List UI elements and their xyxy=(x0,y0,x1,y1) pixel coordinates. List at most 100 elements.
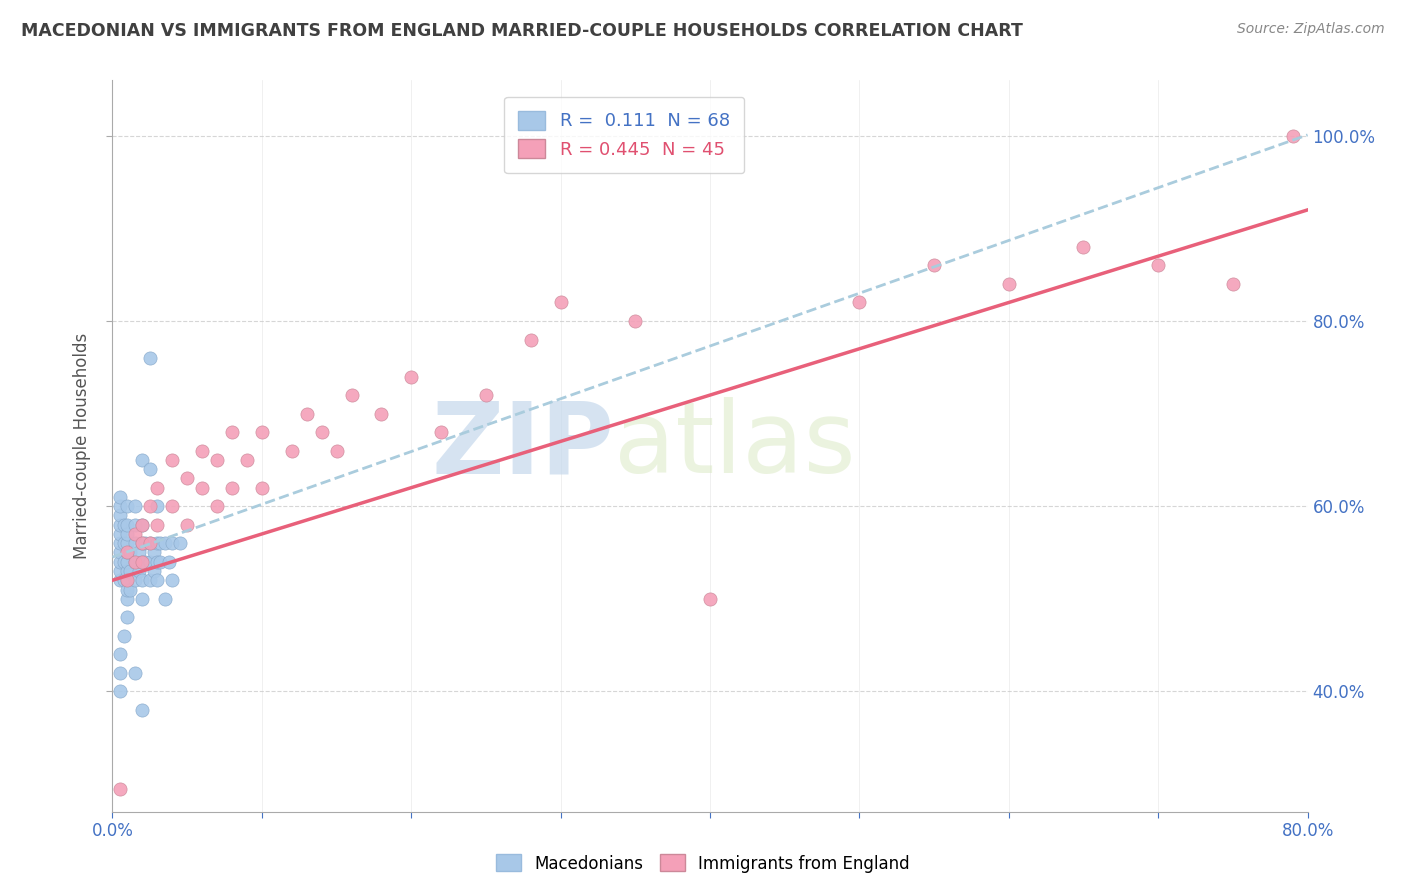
Point xyxy=(120,545,142,559)
Point xyxy=(117,582,139,597)
Text: ZIP: ZIP xyxy=(432,398,614,494)
Point xyxy=(550,295,572,310)
Point xyxy=(139,499,162,513)
Point xyxy=(143,564,166,578)
Point xyxy=(117,574,139,588)
Point xyxy=(153,536,176,550)
Point xyxy=(1222,277,1244,291)
Point xyxy=(108,527,131,541)
Point xyxy=(1281,128,1303,143)
Point xyxy=(146,555,169,569)
Point xyxy=(117,555,139,569)
Point xyxy=(124,574,146,588)
Point xyxy=(221,481,243,495)
Point xyxy=(108,684,131,698)
Point xyxy=(124,499,146,513)
Point xyxy=(169,536,191,550)
Point xyxy=(176,471,198,485)
Point xyxy=(205,453,228,467)
Point xyxy=(124,517,146,532)
Point xyxy=(139,555,162,569)
Point xyxy=(108,555,131,569)
Point xyxy=(325,443,347,458)
Point xyxy=(134,536,156,550)
Point xyxy=(114,536,135,550)
Point xyxy=(131,591,153,606)
Point xyxy=(149,536,172,550)
Point xyxy=(124,536,146,550)
Point xyxy=(191,443,214,458)
Point xyxy=(120,564,142,578)
Point xyxy=(134,555,156,569)
Point xyxy=(124,555,146,569)
Point xyxy=(117,591,139,606)
Point xyxy=(117,610,139,624)
Point xyxy=(475,388,498,402)
Point xyxy=(191,481,214,495)
Point xyxy=(162,574,183,588)
Point xyxy=(922,259,945,273)
Point xyxy=(295,407,318,421)
Point xyxy=(311,425,333,439)
Point xyxy=(139,351,162,365)
Point xyxy=(131,517,153,532)
Point xyxy=(143,545,166,559)
Point xyxy=(250,425,273,439)
Point xyxy=(139,574,162,588)
Point xyxy=(205,499,228,513)
Point xyxy=(146,481,169,495)
Point xyxy=(108,490,131,504)
Point xyxy=(848,295,870,310)
Point xyxy=(108,574,131,588)
Point xyxy=(162,453,183,467)
Legend: R =  0.111  N = 68, R = 0.445  N = 45: R = 0.111 N = 68, R = 0.445 N = 45 xyxy=(503,96,745,173)
Point xyxy=(146,517,169,532)
Point xyxy=(117,545,139,559)
Point xyxy=(124,665,146,680)
Point xyxy=(624,314,647,328)
Point xyxy=(370,407,392,421)
Point xyxy=(108,564,131,578)
Point xyxy=(131,453,153,467)
Text: MACEDONIAN VS IMMIGRANTS FROM ENGLAND MARRIED-COUPLE HOUSEHOLDS CORRELATION CHAR: MACEDONIAN VS IMMIGRANTS FROM ENGLAND MA… xyxy=(21,22,1024,40)
Legend: Macedonians, Immigrants from England: Macedonians, Immigrants from England xyxy=(489,847,917,880)
Point xyxy=(430,425,453,439)
Point xyxy=(157,555,180,569)
Point xyxy=(1073,240,1095,254)
Point xyxy=(520,333,543,347)
Point xyxy=(108,536,131,550)
Point xyxy=(108,517,131,532)
Point xyxy=(114,555,135,569)
Point xyxy=(114,517,135,532)
Point xyxy=(139,536,162,550)
Point xyxy=(221,425,243,439)
Point xyxy=(128,564,150,578)
Point xyxy=(117,545,139,559)
Y-axis label: Married-couple Households: Married-couple Households xyxy=(73,333,91,559)
Point xyxy=(153,591,176,606)
Point xyxy=(124,527,146,541)
Point xyxy=(146,574,169,588)
Point xyxy=(401,369,423,384)
Point xyxy=(117,564,139,578)
Point xyxy=(131,555,153,569)
Point xyxy=(108,499,131,513)
Point xyxy=(131,536,153,550)
Point xyxy=(340,388,363,402)
Point xyxy=(236,453,259,467)
Point xyxy=(108,508,131,523)
Point xyxy=(139,462,162,476)
Point xyxy=(146,536,169,550)
Point xyxy=(250,481,273,495)
Point xyxy=(124,555,146,569)
Point xyxy=(998,277,1021,291)
Point xyxy=(117,527,139,541)
Point xyxy=(176,517,198,532)
Point xyxy=(281,443,304,458)
Point xyxy=(699,591,721,606)
Point xyxy=(117,517,139,532)
Point xyxy=(108,648,131,662)
Point xyxy=(162,536,183,550)
Point xyxy=(114,574,135,588)
Point xyxy=(108,781,131,796)
